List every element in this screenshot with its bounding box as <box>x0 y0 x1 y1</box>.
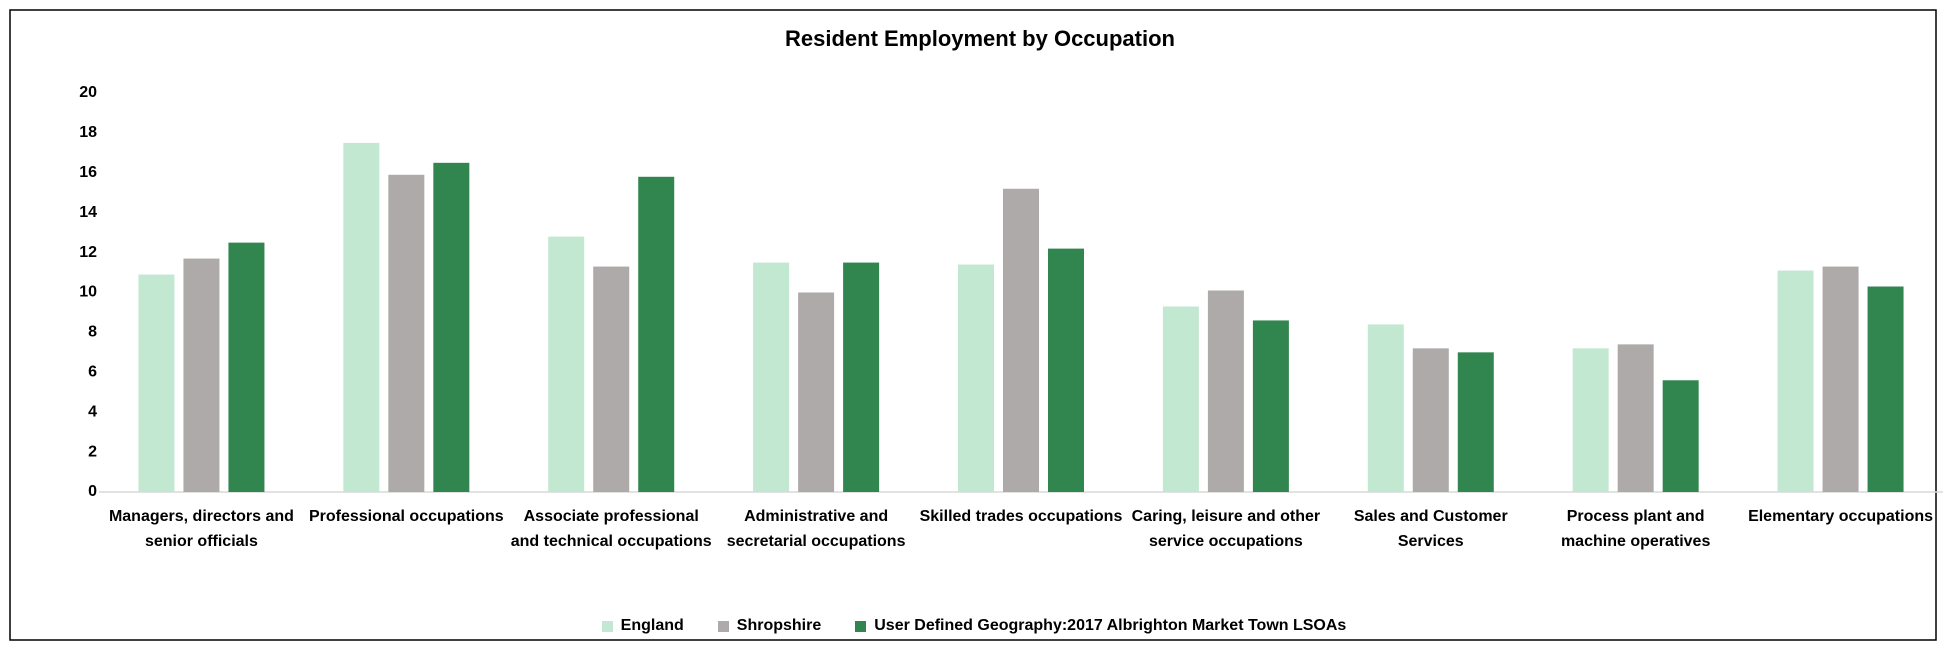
x-tick-label: Process plant and machine operatives <box>1560 508 1711 550</box>
bar <box>343 142 380 492</box>
y-tick-label: 0 <box>88 483 97 500</box>
bar <box>548 236 585 492</box>
x-tick-label: Skilled trades occupations <box>919 508 1123 525</box>
bar <box>1252 320 1289 492</box>
x-tick-label: Elementary occupations <box>1748 508 1934 525</box>
y-tick-label: 10 <box>79 284 97 301</box>
bar <box>593 266 630 492</box>
chart-title: Resident Employment by Occupation <box>785 26 1175 51</box>
legend-item: User Defined Geography:2017 Albrighton M… <box>855 617 1346 635</box>
x-tick-label: Administrative and secretarial occupatio… <box>726 508 906 550</box>
legend-label: England <box>620 617 684 634</box>
y-tick-label: 16 <box>79 164 97 181</box>
x-tick-label: Managers, directors and senior officials <box>108 508 294 550</box>
chart-border <box>9 9 1937 641</box>
y-tick-label: 8 <box>88 324 97 341</box>
bar <box>1367 324 1404 492</box>
bar <box>433 162 470 492</box>
legend-item: England <box>601 617 684 635</box>
y-tick-label: 18 <box>79 124 97 141</box>
bar <box>1662 380 1699 492</box>
bar <box>1412 348 1449 492</box>
bar <box>1003 188 1039 492</box>
bar <box>1867 286 1904 492</box>
bar <box>638 176 675 493</box>
x-tick-label: Professional occupations <box>308 508 504 525</box>
bar <box>1048 248 1084 492</box>
bar <box>1777 270 1814 492</box>
bar <box>388 174 425 493</box>
y-tick-label: 2 <box>88 443 97 460</box>
bar <box>1162 306 1199 492</box>
legend: England Shropshire User Defined Geography:… <box>0 617 1948 635</box>
bar <box>798 292 835 492</box>
bar <box>753 262 790 492</box>
legend-item: Shropshire <box>717 617 822 635</box>
bar <box>138 274 175 492</box>
y-tick-label: 6 <box>88 364 97 381</box>
legend-swatch <box>855 620 867 632</box>
y-tick-label: 14 <box>79 204 97 221</box>
bar <box>958 264 994 492</box>
bar <box>1207 290 1244 492</box>
y-tick-label: 12 <box>79 244 97 261</box>
bar <box>1822 266 1859 492</box>
legend-swatch <box>717 620 729 632</box>
legend-label: User Defined Geography:2017 Albrighton M… <box>874 617 1347 634</box>
x-tick-label: Associate professional and technical occ… <box>510 508 712 550</box>
y-tick-label: 20 <box>79 84 97 101</box>
x-tick-label: Caring, leisure and other service occupa… <box>1131 508 1321 550</box>
bar <box>843 262 880 492</box>
bar <box>1617 344 1654 492</box>
y-tick-label: 4 <box>88 403 97 420</box>
bar <box>183 258 220 492</box>
bar <box>1457 352 1494 492</box>
x-tick-label: Sales and Customer Services <box>1353 508 1508 550</box>
bar <box>228 242 265 492</box>
legend-label: Shropshire <box>736 617 822 634</box>
bar <box>1572 348 1609 492</box>
legend-swatch <box>601 620 613 632</box>
